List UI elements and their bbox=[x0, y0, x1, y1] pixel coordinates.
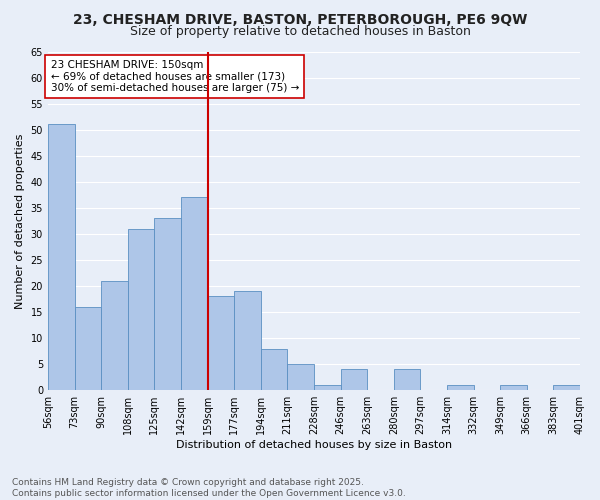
Bar bbox=[101, 281, 128, 390]
Bar bbox=[261, 348, 287, 390]
Bar bbox=[154, 218, 181, 390]
Bar bbox=[181, 198, 208, 390]
Bar bbox=[341, 370, 367, 390]
Bar bbox=[500, 385, 527, 390]
Text: 23, CHESHAM DRIVE, BASTON, PETERBOROUGH, PE6 9QW: 23, CHESHAM DRIVE, BASTON, PETERBOROUGH,… bbox=[73, 12, 527, 26]
Text: Contains HM Land Registry data © Crown copyright and database right 2025.
Contai: Contains HM Land Registry data © Crown c… bbox=[12, 478, 406, 498]
Bar bbox=[208, 296, 234, 390]
Bar bbox=[287, 364, 314, 390]
Bar bbox=[234, 291, 261, 390]
Text: 23 CHESHAM DRIVE: 150sqm
← 69% of detached houses are smaller (173)
30% of semi-: 23 CHESHAM DRIVE: 150sqm ← 69% of detach… bbox=[50, 60, 299, 93]
Bar bbox=[447, 385, 473, 390]
Y-axis label: Number of detached properties: Number of detached properties bbox=[15, 133, 25, 308]
Bar bbox=[553, 385, 580, 390]
Bar bbox=[394, 370, 421, 390]
X-axis label: Distribution of detached houses by size in Baston: Distribution of detached houses by size … bbox=[176, 440, 452, 450]
Bar bbox=[48, 124, 74, 390]
Bar bbox=[74, 307, 101, 390]
Bar bbox=[314, 385, 341, 390]
Text: Size of property relative to detached houses in Baston: Size of property relative to detached ho… bbox=[130, 25, 470, 38]
Bar bbox=[128, 228, 154, 390]
